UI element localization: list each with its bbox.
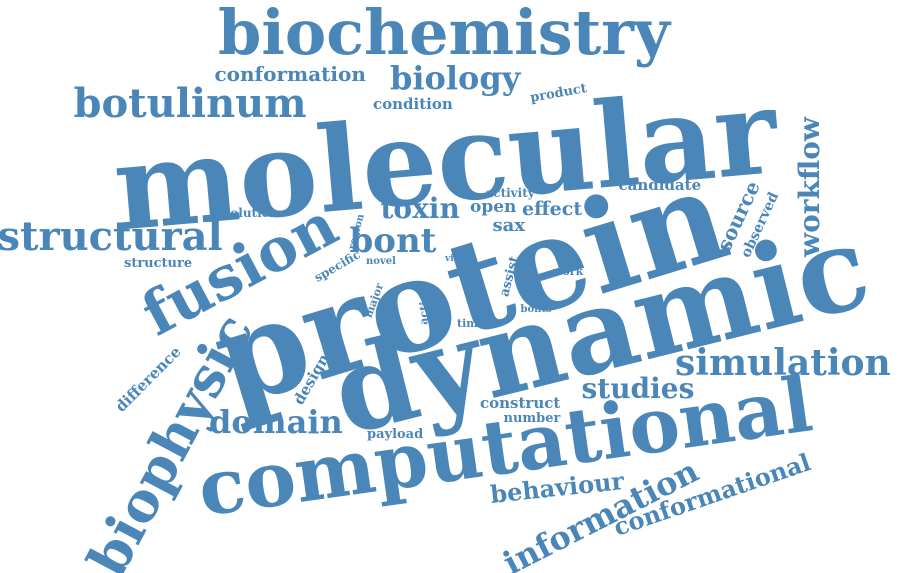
word-structural: structural [0, 213, 223, 260]
word-candidate: candidate [618, 175, 702, 194]
word-sax: sax [492, 215, 526, 236]
word-effect: effect [522, 197, 583, 220]
word-structure: structure [124, 255, 193, 271]
word-domain: domain [209, 403, 343, 441]
word-bonts: bonts [520, 304, 552, 315]
word-number: number [503, 410, 561, 426]
word-action: action [417, 285, 431, 325]
word-biology: biology [390, 59, 521, 97]
word-biochemistry: biochemistry [218, 0, 670, 69]
word-workflow: workflow [793, 116, 827, 258]
word-construct: construct [480, 393, 561, 412]
word-payload: payload [367, 426, 424, 442]
word-conformation: conformation [214, 62, 366, 86]
word-vitro: vitro [445, 253, 469, 264]
word-toxin: toxin [380, 192, 460, 225]
word-studies: studies [581, 372, 695, 405]
word-work: work [553, 264, 584, 278]
word-solution: solution [223, 206, 279, 220]
word-novel: novel [366, 256, 396, 267]
word-activity: activity [485, 186, 535, 200]
word-simulation: simulation [675, 342, 891, 384]
word-condition: condition [373, 94, 453, 113]
word-bont: bont [349, 221, 437, 261]
word-open: open [470, 196, 517, 217]
word-botulinum: botulinum [73, 80, 307, 127]
word-time: time [457, 316, 485, 330]
